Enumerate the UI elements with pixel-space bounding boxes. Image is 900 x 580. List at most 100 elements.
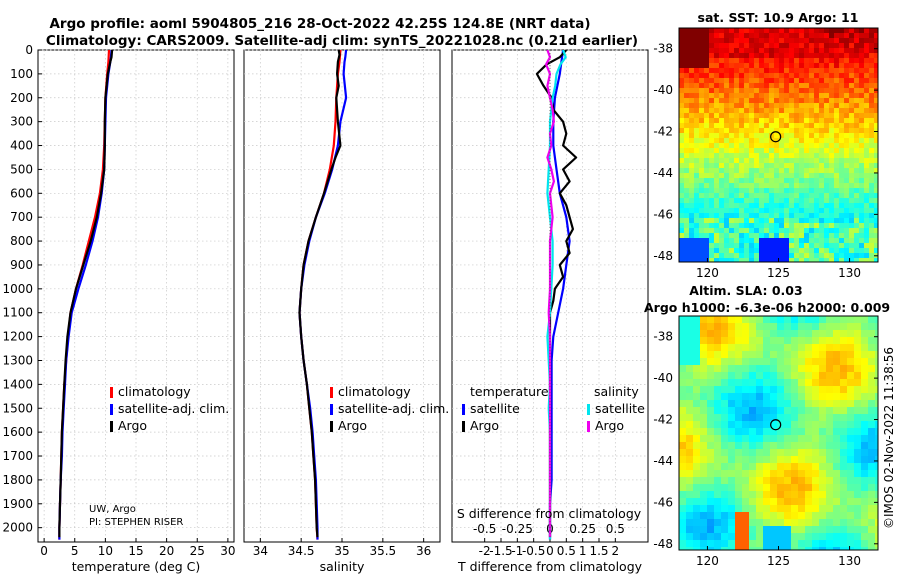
heatmap-cell (854, 128, 860, 134)
heatmap-cell (840, 484, 848, 492)
heatmap-cell (739, 153, 745, 159)
heatmap-cell (742, 351, 750, 359)
heatmap-cell (784, 28, 790, 34)
heatmap-cell (686, 414, 694, 422)
heatmap-cell (779, 253, 785, 259)
heatmap-cell (869, 258, 875, 262)
heatmap-cell (769, 93, 775, 99)
heatmap-cell (704, 113, 710, 119)
heatmap-cell (684, 73, 690, 79)
heatmap-cell (779, 88, 785, 94)
heatmap-cell (805, 442, 813, 450)
heatmap-cell (699, 198, 705, 204)
heatmap-cell (709, 258, 715, 262)
heatmap-cell (824, 48, 830, 54)
heatmap-cell (779, 238, 785, 244)
s-tick-label: 0.5 (606, 522, 625, 536)
heatmap-cell (859, 108, 865, 114)
heatmap-cell (784, 38, 790, 44)
heatmap-cell (849, 158, 855, 164)
heatmap-cell (756, 526, 764, 534)
heatmap-cell (699, 218, 705, 224)
heatmap-cell (724, 233, 730, 239)
heatmap-cell (840, 407, 848, 415)
heatmap-cell (799, 208, 805, 214)
heatmap-cell (804, 48, 810, 54)
heatmap-cell (759, 253, 765, 259)
heatmap-cell (794, 228, 800, 234)
heatmap-cell (754, 113, 760, 119)
heatmap-cell (829, 108, 835, 114)
heatmap-cell (784, 208, 790, 214)
heatmap-cell (724, 228, 730, 234)
heatmap-cell (814, 58, 820, 64)
heatmap-cell (721, 400, 729, 408)
heatmap-cell (744, 193, 750, 199)
heatmap-cell (769, 213, 775, 219)
heatmap-cell (734, 173, 740, 179)
heatmap-cell (777, 323, 785, 331)
heatmap-cell (734, 73, 740, 79)
heatmap-cell (724, 38, 730, 44)
heatmap-cell (719, 168, 725, 174)
heatmap-cell (824, 198, 830, 204)
heatmap-cell (779, 68, 785, 74)
heatmap-cell (704, 218, 710, 224)
heatmap-cell (694, 183, 700, 189)
heatmap-cell (721, 323, 729, 331)
heatmap-cell (742, 463, 750, 471)
heatmap-cell (805, 337, 813, 345)
heatmap-cell (784, 223, 790, 229)
heatmap-cell (679, 53, 685, 59)
heatmap-cell (707, 435, 715, 443)
heatmap-cell (764, 128, 770, 134)
heatmap-cell (784, 133, 790, 139)
heatmap-cell (774, 93, 780, 99)
heatmap-cell (774, 233, 780, 239)
heatmap-cell (721, 358, 729, 366)
heatmap-cell (839, 153, 845, 159)
heatmap-cell (756, 470, 764, 478)
heatmap-cell (874, 123, 878, 129)
heatmap-cell (849, 143, 855, 149)
heatmap-cell (735, 470, 743, 478)
heatmap-cell (724, 28, 730, 34)
heatmap-cell (826, 344, 834, 352)
heatmap-cell (812, 400, 820, 408)
heatmap-cell (754, 78, 760, 84)
heatmap-cell (709, 33, 715, 39)
heatmap-cell (784, 228, 790, 234)
heatmap-cell (699, 188, 705, 194)
heatmap-cell (814, 113, 820, 119)
heatmap-cell (754, 73, 760, 79)
heatmap-cell (839, 238, 845, 244)
legend-label-t-argo: Argo (470, 418, 499, 433)
heatmap-cell (799, 78, 805, 84)
legend-label-s-satellite: satellite (595, 401, 645, 416)
heatmap-cell (689, 248, 695, 254)
heatmap-cell (854, 379, 862, 387)
heatmap-cell (744, 118, 750, 124)
heatmap-cell (759, 143, 765, 149)
heatmap-cell (719, 243, 725, 249)
series-line-argo (58, 50, 114, 538)
heatmap-cell (749, 323, 757, 331)
heatmap-cell (679, 73, 685, 79)
heatmap-cell (869, 68, 875, 74)
heatmap-cell (764, 123, 770, 129)
heatmap-cell (784, 393, 792, 401)
map-x-tick-label: 130 (838, 554, 861, 568)
heatmap-cell (812, 414, 820, 422)
heatmap-cell (749, 203, 755, 209)
heatmap-cell (791, 435, 799, 443)
heatmap-cell (869, 33, 875, 39)
heatmap-cell (826, 533, 834, 541)
heatmap-cell (833, 421, 841, 429)
heatmap-cell (868, 351, 876, 359)
heatmap-cell (721, 498, 729, 506)
heatmap-cell (805, 365, 813, 373)
heatmap-cell (839, 143, 845, 149)
heatmap-cell (756, 491, 764, 499)
heatmap-cell (759, 78, 765, 84)
heatmap-cell (700, 540, 708, 548)
